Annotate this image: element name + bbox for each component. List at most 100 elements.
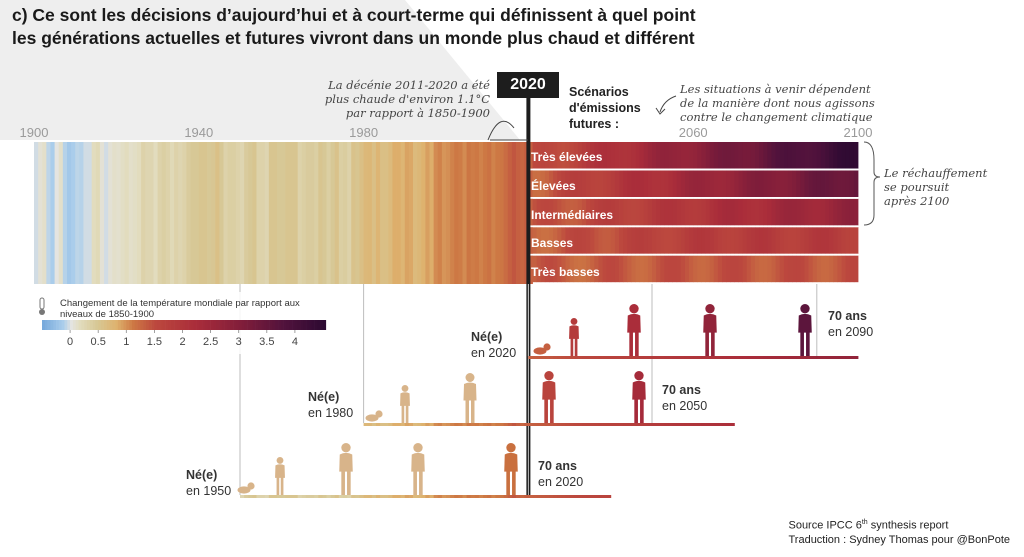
timeline-1980-2033 [581, 423, 587, 426]
scenario-2-stripe-2041 [614, 170, 620, 197]
timeline-1980-2000 [446, 423, 451, 426]
timeline-2020-2055 [672, 356, 678, 359]
timeline-1980-1983 [375, 423, 381, 426]
age-2090-year: en 2090 [828, 325, 874, 339]
scenario-1-stripe-2081 [779, 142, 785, 169]
legend-swatch [84, 320, 88, 330]
scenario-2-stripe-2062 [701, 170, 706, 197]
legend-swatch [137, 320, 141, 330]
scenario-3-stripe-2092 [825, 198, 830, 226]
timeline-2020-2045 [631, 356, 636, 359]
note-future: Les situations à venir dépendent de la m… [680, 82, 880, 124]
bracket-after-2100 [863, 141, 881, 226]
scenario-5-stripe-2022 [536, 255, 542, 283]
scenario-3-stripe-2065 [713, 198, 719, 226]
timeline-1950-1968 [314, 495, 319, 498]
stripe-1966 [305, 142, 311, 284]
timeline-1980-2048 [643, 423, 649, 426]
scenario-2-stripe-2037 [598, 170, 603, 197]
stripe-1925 [137, 142, 142, 284]
scenario-1-stripe-2038 [602, 142, 608, 169]
scenario-1-stripe-2099 [853, 142, 859, 169]
scenario-2-stripe-2028 [561, 170, 566, 197]
timeline-1980-2009 [483, 423, 488, 426]
timeline-1950-1956 [264, 495, 270, 498]
scenario-2-stripe-2073 [746, 170, 752, 197]
scenario-5-stripe-2021 [532, 255, 538, 283]
scenario-3-stripe-2095 [837, 198, 842, 226]
scenario-5-stripe-2054 [668, 255, 673, 283]
scenario-4-stripe-2093 [829, 227, 834, 254]
born-1980-word: Né(e) [308, 390, 340, 404]
timeline-2020-2075 [755, 356, 760, 359]
stripe-1957 [268, 142, 274, 284]
legend-swatch [188, 320, 192, 330]
scenario-1-stripe-2054 [668, 142, 673, 169]
timeline-1950-1980 [363, 495, 369, 498]
stripe-1976 [347, 142, 352, 284]
scenario-4-stripe-2060 [693, 227, 698, 254]
scenario-4-stripe-2074 [750, 227, 756, 254]
figure-1980-adult-1 [463, 373, 477, 423]
born-1950-year: en 1950 [186, 484, 232, 498]
scenario-2-stripe-2094 [833, 170, 838, 197]
timeline-2020-2043 [623, 356, 628, 359]
legend-swatch [81, 320, 85, 330]
scenario-5-stripe-2051 [656, 255, 661, 283]
scenario-2-stripe-2027 [557, 170, 562, 197]
scenario-4-stripe-2091 [820, 227, 826, 254]
timeline-1950-1976 [347, 495, 352, 498]
scenario-4-stripe-2097 [845, 227, 851, 254]
scenario-4-stripe-2031 [573, 227, 579, 254]
legend-swatch [168, 320, 172, 330]
scenario-1-stripe-2057 [680, 142, 686, 169]
scenario-label-intermediate: Intermédiaires [531, 208, 614, 222]
scenario-1-stripe-2035 [590, 142, 595, 169]
stripe-1908 [66, 142, 72, 284]
scenario-3-stripe-2044 [627, 198, 632, 226]
scenario-2-stripe-2084 [792, 170, 797, 197]
legend-swatch [95, 320, 99, 330]
scenario-5-stripe-2048 [643, 255, 649, 283]
figure-2020-baby [533, 343, 551, 355]
timeline-1950-2005 [466, 495, 472, 498]
timeline-1980-2014 [503, 423, 509, 426]
age-2020-word: 70 ans [538, 459, 577, 473]
timeline-1950-1971 [326, 495, 332, 498]
timeline-1950-2022 [536, 495, 542, 498]
legend-tick-1.5: 1.5 [147, 336, 162, 348]
note-future-line-3: contre le changement climatique [680, 110, 873, 124]
timeline-1950-1962 [289, 495, 294, 498]
figure-2020-child [569, 318, 579, 356]
legend-swatch [238, 320, 242, 330]
timeline-2020-2078 [767, 356, 772, 359]
scenario-3-stripe-2081 [779, 198, 785, 226]
scenario-4-stripe-2068 [726, 227, 731, 254]
scenario-4-stripe-2027 [557, 227, 562, 254]
legend-swatch [86, 320, 91, 330]
scenario-5-stripe-2081 [779, 255, 785, 283]
scenario-3-stripe-2082 [783, 198, 789, 226]
scenario-4-stripe-2032 [577, 227, 583, 254]
stripe-1933 [169, 142, 175, 284]
scenario-5-stripe-2059 [689, 255, 694, 283]
stripe-1999 [441, 142, 447, 284]
scenario-1-stripe-2027 [557, 142, 562, 169]
timeline-1950-1955 [260, 495, 266, 498]
timeline-2020-2029 [565, 356, 570, 359]
scenario-4-stripe-2055 [672, 227, 678, 254]
scenario-4-stripe-2078 [767, 227, 772, 254]
scenario-1-stripe-2077 [763, 142, 768, 169]
stripe-1969 [318, 142, 323, 284]
scenario-1-stripe-2058 [684, 142, 690, 169]
scenario-4-stripe-2090 [816, 227, 822, 254]
scenario-5-stripe-2075 [755, 255, 760, 283]
scenario-1-stripe-2046 [635, 142, 641, 169]
timeline-2020-2069 [730, 356, 735, 359]
stripe-2001 [450, 142, 455, 284]
timeline-2020-2087 [804, 356, 809, 359]
scenario-5-stripe-2085 [796, 255, 801, 283]
source-credit: Source IPCC 6th synthesis report Traduct… [788, 516, 1010, 547]
age-2050-label: 70 ans en 2050 [662, 382, 707, 414]
scenario-1-stripe-2059 [689, 142, 694, 169]
